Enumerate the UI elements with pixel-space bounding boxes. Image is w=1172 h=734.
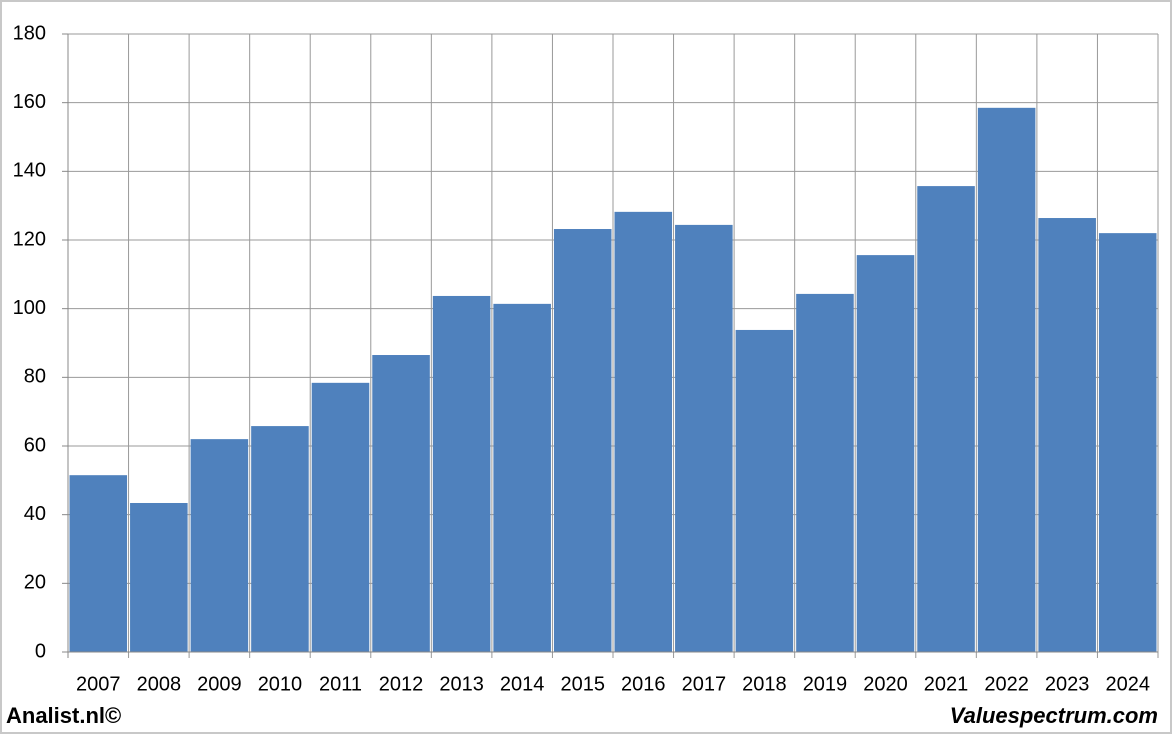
- y-tick-label: 80: [24, 366, 46, 388]
- x-tick-label: 2011: [319, 673, 362, 695]
- y-tick-label: 180: [13, 22, 46, 44]
- bar: [311, 382, 370, 652]
- bar: [1098, 233, 1157, 652]
- x-tick-label: 2022: [984, 673, 1029, 695]
- x-tick-label: 2009: [197, 673, 242, 695]
- bar: [251, 426, 309, 652]
- bar: [372, 355, 430, 652]
- y-tick-label: 0: [35, 640, 46, 662]
- y-tick-label: 120: [13, 228, 46, 250]
- bar: [735, 329, 794, 652]
- x-tick-label: 2014: [500, 673, 545, 695]
- x-tick-label: 2016: [621, 673, 666, 695]
- x-tick-label: 2018: [742, 673, 787, 695]
- bar: [675, 224, 733, 653]
- y-tick-label: 60: [24, 434, 46, 456]
- y-tick-label: 40: [24, 503, 46, 525]
- x-tick-label: 2010: [258, 673, 303, 695]
- y-tick-label: 160: [13, 91, 46, 113]
- bar: [130, 502, 188, 652]
- bar: [69, 475, 128, 652]
- x-tick-label: 2021: [924, 673, 969, 695]
- bar: [553, 229, 612, 652]
- footer-left: Analist.nl©: [6, 703, 121, 728]
- bar: [190, 439, 249, 652]
- x-tick-label: 2007: [76, 673, 121, 695]
- footer-right: Valuespectrum.com: [950, 703, 1158, 728]
- x-tick-label: 2012: [379, 673, 424, 695]
- x-tick-label: 2020: [863, 673, 908, 695]
- x-tick-label: 2015: [560, 673, 605, 695]
- x-tick-label: 2019: [803, 673, 848, 695]
- axis-line: [67, 34, 1158, 658]
- x-tick-label: 2023: [1045, 673, 1090, 695]
- x-tick-label: 2017: [682, 673, 727, 695]
- bar: [977, 107, 1036, 653]
- bar: [493, 303, 551, 652]
- bar: [917, 186, 975, 652]
- bar: [796, 293, 854, 652]
- bar: [432, 295, 491, 652]
- y-tick-label: 140: [13, 160, 46, 182]
- x-tick-label: 2013: [439, 673, 484, 695]
- bar: [856, 255, 915, 652]
- bar: [1038, 218, 1096, 652]
- x-tick-label: 2024: [1105, 673, 1150, 695]
- bar: [614, 211, 673, 652]
- y-tick-label: 20: [24, 572, 46, 594]
- y-tick-label: 100: [13, 297, 46, 319]
- x-tick-label: 2008: [137, 673, 182, 695]
